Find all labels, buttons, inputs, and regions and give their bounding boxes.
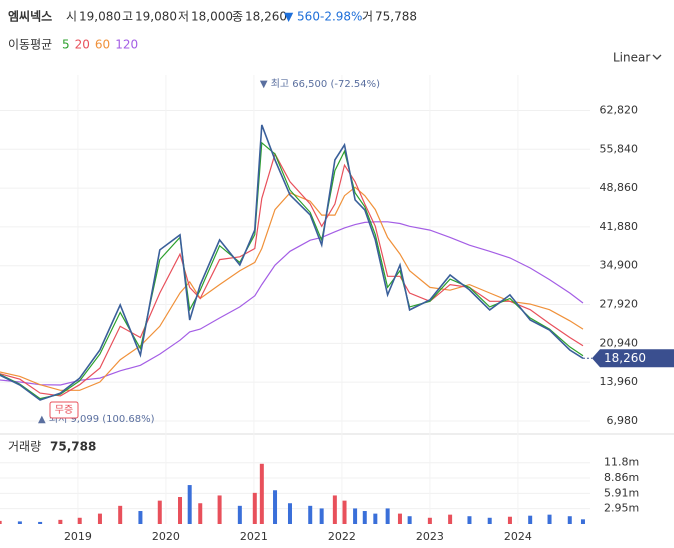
- ma-line: [0, 152, 584, 397]
- price-tag-label: 18,260: [604, 351, 646, 365]
- volume-bar: [427, 517, 432, 524]
- volume-bar: [0, 520, 2, 524]
- close: 18,260: [245, 10, 287, 24]
- x-tick-label: 2020: [152, 530, 180, 543]
- volume-bar: [38, 521, 43, 524]
- change: ▼ 560: [284, 10, 320, 24]
- volume-bar: [373, 513, 378, 524]
- volume-bar: [448, 514, 453, 524]
- volume-bar: [332, 495, 337, 524]
- ma-legend: 5: [62, 38, 70, 52]
- volume-bar: [407, 516, 412, 524]
- low-label: 저: [178, 10, 189, 24]
- ma-legend: 60: [95, 38, 110, 52]
- volume-bar: [319, 508, 324, 524]
- volume-bar: [397, 513, 402, 524]
- high-annotation: ▼ 최고 66,500 (-72.54%): [260, 78, 380, 90]
- volume-bar: [178, 497, 183, 524]
- volume-tick-label: 8.86m: [604, 471, 639, 484]
- volume: 75,788: [375, 10, 417, 24]
- volume-tick-label: 5.91m: [604, 486, 639, 499]
- stock-name: 엠씨넥스: [8, 10, 52, 24]
- volume-bar: [507, 516, 512, 524]
- volume-bar: [287, 503, 292, 524]
- open-label: 시: [66, 10, 77, 24]
- volume-bar: [362, 511, 367, 524]
- scale-mode[interactable]: Linear: [613, 51, 650, 65]
- event-label: 무증: [55, 404, 73, 416]
- ma-line: [0, 221, 584, 386]
- x-tick-label: 2019: [64, 530, 92, 543]
- open: 19,080: [79, 10, 121, 24]
- y-tick-label: 41,880: [600, 220, 639, 233]
- high-label: 고: [122, 10, 133, 24]
- volume-last: 75,788: [50, 440, 96, 454]
- x-tick-label: 2022: [328, 530, 356, 543]
- y-tick-label: 48,860: [600, 181, 639, 194]
- volume-bar: [567, 516, 572, 524]
- ma-label: 이동평균: [8, 38, 52, 52]
- volume-bar: [487, 517, 492, 524]
- volume-label: 거: [362, 10, 373, 24]
- volume-bar: [217, 495, 222, 524]
- volume-bar: [237, 505, 242, 524]
- high: 19,080: [135, 10, 177, 24]
- volume-tick-label: 11.8m: [604, 456, 639, 469]
- ma-legend: 20: [75, 38, 90, 52]
- volume-bar: [353, 508, 358, 524]
- y-tick-label: 6,980: [607, 414, 639, 427]
- low: 18,000: [191, 10, 233, 24]
- x-tick-label: 2024: [504, 530, 532, 543]
- price-tag: [592, 349, 674, 368]
- y-tick-label: 34,900: [600, 259, 639, 272]
- y-tick-label: 62,820: [600, 103, 639, 116]
- volume-bar: [138, 511, 143, 524]
- volume-bar: [467, 516, 472, 524]
- volume-bar: [259, 463, 264, 524]
- volume-bar: [118, 505, 123, 524]
- y-tick-label: 20,940: [600, 336, 639, 349]
- volume-bar: [547, 514, 552, 524]
- x-tick-label: 2023: [416, 530, 444, 543]
- volume-bar: [198, 503, 203, 524]
- volume-bar: [77, 517, 82, 524]
- price-line: [0, 124, 584, 401]
- ma-line: [0, 141, 584, 400]
- volume-bar: [308, 505, 313, 524]
- close-label: 종: [232, 10, 243, 24]
- y-tick-label: 27,920: [600, 298, 639, 311]
- volume-bar: [273, 490, 278, 524]
- y-tick-label: 55,840: [600, 142, 639, 155]
- x-tick-label: 2021: [240, 530, 268, 543]
- volume-bar: [187, 485, 192, 524]
- volume-bar: [342, 500, 347, 524]
- event-box: [49, 401, 79, 419]
- volume-tick-label: 2.95m: [604, 502, 639, 515]
- ma-line: [0, 186, 584, 391]
- volume-bar: [97, 513, 102, 524]
- volume-bar: [580, 519, 585, 524]
- volume-title: 거래량: [8, 440, 41, 454]
- change-pct: -2.98%: [320, 10, 362, 24]
- volume-bar: [528, 515, 533, 524]
- volume-bar: [58, 519, 63, 524]
- ma-legend: 120: [115, 38, 138, 52]
- volume-bar: [252, 492, 257, 524]
- volume-bar: [157, 500, 162, 524]
- volume-bar: [385, 508, 390, 524]
- chevron[interactable]: [652, 54, 662, 60]
- volume-bar: [17, 521, 22, 524]
- y-tick-label: 13,960: [600, 375, 639, 388]
